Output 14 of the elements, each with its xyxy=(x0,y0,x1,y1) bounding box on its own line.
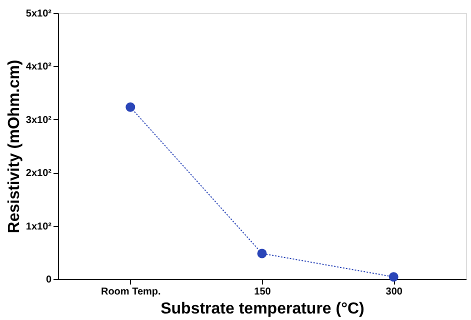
y-tick-label: 2x10² xyxy=(26,168,52,180)
y-tick-label: 3x10² xyxy=(26,114,52,126)
point xyxy=(126,102,136,112)
y-tick-label: 5x10² xyxy=(26,8,52,20)
x-tick-label: Room Temp. xyxy=(100,286,162,298)
y-tick-label: 0 xyxy=(46,274,52,286)
point xyxy=(388,272,398,282)
x-axis-title: Substrate temperature (°C) xyxy=(160,300,364,318)
x-tick-label: 150 xyxy=(254,286,272,298)
y-tick-label: 4x10² xyxy=(26,62,52,73)
x-tick-label: 300 xyxy=(386,286,403,298)
point xyxy=(257,248,267,258)
y-axis-title: Resistivity (mOhm.cm) xyxy=(6,60,23,234)
y-tick-label: 1x10² xyxy=(26,221,52,232)
